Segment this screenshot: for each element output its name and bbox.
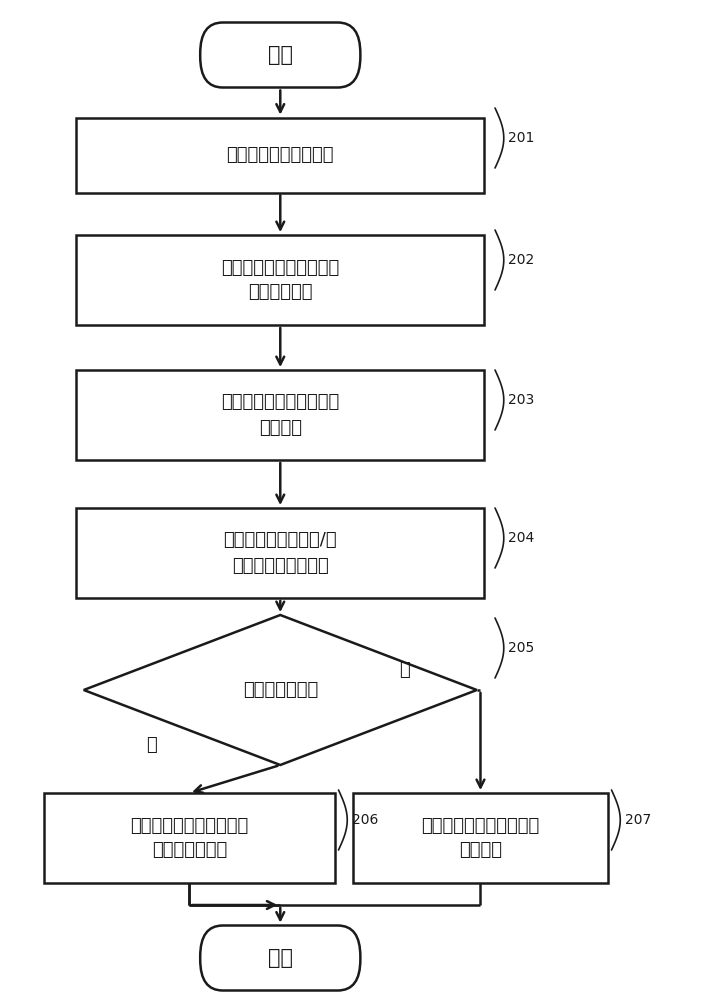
Text: 207: 207	[625, 813, 651, 827]
Bar	[76, 370, 484, 460]
Bar	[76, 235, 484, 325]
Bar	[76, 508, 484, 598]
Text: 204: 204	[508, 531, 534, 545]
Text: 企业员工在工作时间通过
移动应用注册: 企业员工在工作时间通过 移动应用注册	[221, 258, 339, 302]
Text: 206: 206	[352, 813, 378, 827]
Text: 否: 否	[399, 661, 409, 679]
Bar	[44, 793, 335, 883]
Text: 202: 202	[508, 253, 534, 267]
FancyBboxPatch shape	[200, 22, 360, 88]
Text: 是: 是	[146, 736, 157, 754]
Text: 用户作为一个节点进入企
业用户生态集群: 用户作为一个节点进入企 业用户生态集群	[130, 816, 248, 859]
Text: 认可汇报关系？: 认可汇报关系？	[242, 681, 318, 699]
FancyBboxPatch shape	[200, 926, 360, 990]
Text: 企业用户生态集群建立: 企业用户生态集群建立	[226, 146, 334, 164]
Text: 云端服务器定位企业用户
生态集群: 云端服务器定位企业用户 生态集群	[221, 393, 339, 436]
Text: 203: 203	[508, 393, 534, 407]
Text: 205: 205	[508, 641, 534, 655]
Text: 云端服务器向汇报人/被
汇报人推送确认请求: 云端服务器向汇报人/被 汇报人推送确认请求	[223, 532, 337, 574]
Text: 结束: 结束	[268, 948, 293, 968]
Text: 201: 201	[508, 131, 534, 145]
Bar	[353, 793, 608, 883]
Text: 用户与目标企业用户生态
集群隔离: 用户与目标企业用户生态 集群隔离	[422, 816, 539, 859]
Bar	[76, 117, 484, 192]
Text: 开始: 开始	[268, 45, 293, 65]
Polygon shape	[84, 615, 477, 765]
